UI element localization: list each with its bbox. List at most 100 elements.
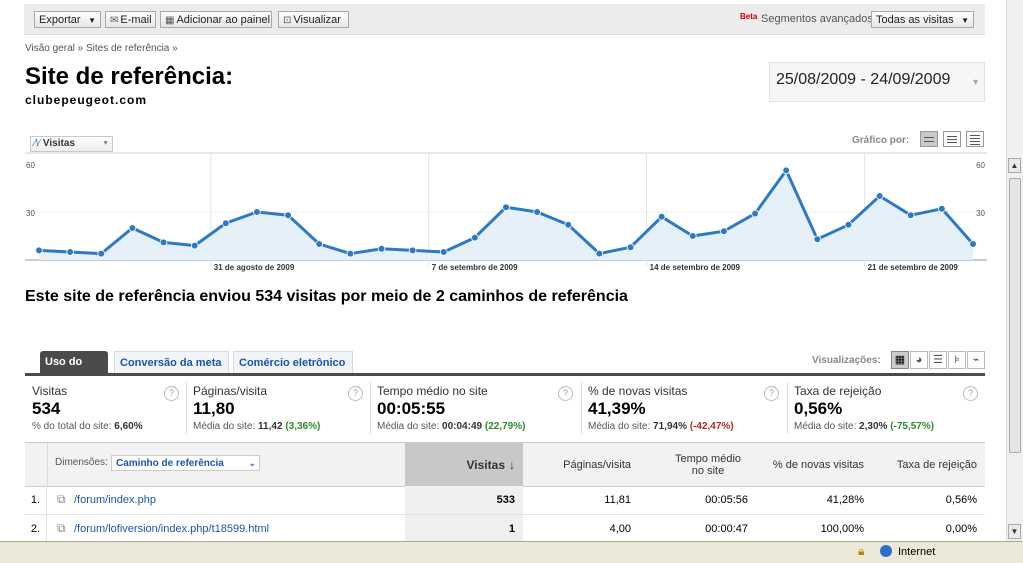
metric-note-prefix: Média do site: — [193, 421, 256, 432]
metric-note: Média do site: 71,94% (-42,47%) — [588, 421, 787, 432]
segments-label: Segmentos avançados: — [761, 13, 876, 25]
help-icon[interactable]: ? — [558, 386, 573, 401]
table-view-icon[interactable]: ▦ — [891, 351, 909, 369]
metric-note: Média do site: 11,42 (3,36%) — [193, 421, 370, 432]
dimension-select[interactable]: Caminho de referência ⌄ — [111, 455, 260, 471]
external-link-icon[interactable]: ⧉ — [57, 492, 66, 506]
visualize-button[interactable]: ⊡ Visualizar — [278, 11, 349, 28]
data-point — [315, 240, 324, 248]
add-to-dashboard-button[interactable]: ▦ Adicionar ao painel — [160, 11, 272, 28]
metric-note-value: 00:04:49 — [442, 421, 483, 432]
metric-note-delta: (3,36%) — [285, 421, 321, 432]
browser-status-bar: 🔒︎ Internet — [0, 541, 1023, 563]
dimension-value: Caminho de referência — [116, 458, 224, 469]
date-range-value: 25/08/2009 - 24/09/2009 — [776, 71, 951, 88]
referral-path-link[interactable]: /forum/index.php — [74, 494, 156, 506]
metric-note: Média do site: 2,30% (-75,57%) — [794, 421, 985, 432]
data-point — [439, 248, 448, 256]
metric-visits: Visitas 534 % do total do site: 6,60% ? — [25, 378, 185, 440]
external-link-icon[interactable]: ⧉ — [57, 521, 66, 535]
data-point — [720, 227, 728, 235]
graph-by-month-button[interactable] — [966, 131, 984, 147]
column-header-pages[interactable]: Páginas/visita — [563, 458, 631, 471]
data-point — [471, 233, 479, 242]
data-point — [875, 192, 884, 200]
performance-view-icon[interactable]: ☰ — [929, 351, 947, 369]
data-point — [533, 208, 541, 216]
beta-badge: Beta — [740, 12, 758, 21]
data-point — [128, 224, 137, 232]
metric-selector[interactable]: ⁄\⁄ Visitas ▼ — [30, 136, 113, 152]
chevron-down-icon: ⌄ — [248, 458, 256, 468]
data-point — [844, 221, 853, 229]
data-point — [564, 221, 573, 229]
data-point — [502, 203, 510, 211]
sort-down-icon: ↓ — [509, 457, 515, 472]
referral-path-link[interactable]: /forum/lofiversion/index.php/t18599.html — [74, 523, 270, 535]
y-tick-label-right: 60 — [976, 161, 985, 170]
metric-note: Média do site: 00:04:49 (22,79%) — [377, 421, 581, 432]
table-row: 2. ⧉ /forum/lofiversion/index.php/t18599… — [25, 515, 985, 544]
divider — [581, 382, 582, 434]
tab-ecommerce[interactable]: Comércio eletrônico — [233, 351, 353, 373]
summary-sentence: Este site de referência enviou 534 visit… — [25, 288, 628, 305]
x-tick-label: 7 de setembro de 2009 — [432, 263, 518, 272]
graph-by-day-button[interactable] — [920, 131, 938, 147]
cell-pages: 4,00 — [609, 523, 631, 535]
column-header-visits[interactable]: Visitas ↓ — [405, 443, 523, 486]
divider — [186, 382, 187, 434]
visualize-icon: ⊡ — [283, 15, 292, 26]
graph-by-week-button[interactable] — [943, 131, 961, 147]
comparison-view-icon[interactable]: ⊧ — [948, 351, 966, 369]
metric-avg-time: Tempo médio no site 00:05:55 Média do si… — [370, 378, 581, 440]
segments-value: Todas as visitas — [876, 14, 954, 26]
help-icon[interactable]: ? — [348, 386, 363, 401]
data-point — [688, 232, 697, 240]
column-header-bounce[interactable]: Taxa de rejeição — [896, 458, 977, 471]
scroll-down-icon[interactable]: ▼ — [1008, 524, 1021, 539]
column-header-new-visits[interactable]: % de novas visitas — [772, 458, 864, 471]
breadcrumb[interactable]: Visão geral » Sites de referência » — [25, 43, 178, 54]
scrollbar-thumb[interactable] — [1009, 178, 1021, 453]
date-range-picker[interactable]: 25/08/2009 - 24/09/2009 ▼ — [769, 62, 985, 102]
cell-visits: 1 — [405, 515, 523, 543]
column-header-time[interactable]: Tempo médio no site — [639, 443, 756, 486]
report-toolbar: Exportar ▼ ✉ E-mail ▦ Adicionar ao painel … — [24, 4, 985, 35]
data-point — [377, 245, 386, 253]
help-icon[interactable]: ? — [963, 386, 978, 401]
metric-label: % de novas visitas — [588, 384, 688, 398]
data-point — [626, 243, 635, 251]
export-button[interactable]: Exportar ▼ — [34, 11, 101, 28]
scroll-up-icon[interactable]: ▲ — [1008, 158, 1021, 173]
metric-label: Visitas — [42, 138, 75, 149]
email-button[interactable]: ✉ E-mail — [105, 11, 156, 28]
cell-bounce: 0,56% — [945, 494, 977, 506]
y-tick-label-left: 60 — [26, 161, 35, 170]
pie-view-icon[interactable]: ◕ — [910, 351, 928, 369]
pivot-view-icon[interactable]: ⌁ — [967, 351, 985, 369]
email-label: E-mail — [120, 14, 152, 26]
dimension-label: Dimensões: — [55, 457, 108, 468]
tab-goal-conversion[interactable]: Conversão da meta — [114, 351, 229, 373]
data-point — [595, 249, 604, 258]
data-point — [751, 209, 759, 218]
help-icon[interactable]: ? — [764, 386, 779, 401]
export-label: Exportar — [39, 14, 81, 26]
table-row: 1. ⧉ /forum/index.php 533 11,81 00:05:56… — [25, 486, 985, 515]
chevron-down-icon: ▼ — [971, 77, 980, 87]
y-tick-label-right: 30 — [976, 209, 985, 218]
help-icon[interactable]: ? — [164, 386, 179, 401]
tab-site-usage[interactable]: Uso do site — [40, 351, 108, 390]
data-point — [222, 219, 230, 227]
data-point — [408, 246, 417, 255]
globe-icon — [880, 545, 892, 557]
visits-chart: 60 60 30 30 31 de agosto de 2009 7 de setembr… — [25, 152, 987, 272]
views-label: Visualizações: — [812, 355, 881, 366]
chevron-down-icon: ▼ — [102, 140, 109, 147]
data-point — [284, 211, 292, 219]
metric-new-visits: % de novas visitas 41,39% Média do site:… — [581, 378, 787, 440]
add-dashboard-label: Adicionar ao painel — [176, 14, 271, 26]
segments-select[interactable]: Todas as visitas ▼ — [871, 11, 974, 28]
line-chart-icon: ⁄\⁄ — [34, 138, 41, 149]
row-number: 1. — [25, 486, 47, 514]
